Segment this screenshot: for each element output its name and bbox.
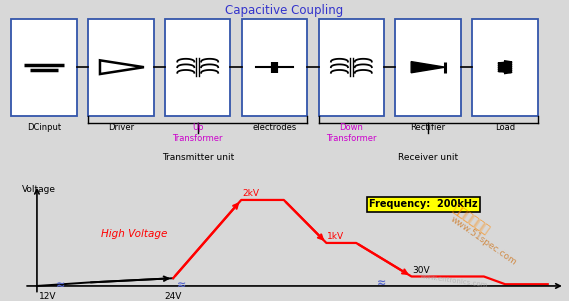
Text: 1kV: 1kV (327, 232, 344, 241)
Text: electrodes: electrodes (253, 123, 296, 132)
FancyBboxPatch shape (395, 19, 461, 116)
Text: Receiver unit: Receiver unit (398, 153, 458, 162)
FancyBboxPatch shape (472, 19, 538, 116)
Text: 环球电气之家: 环球电气之家 (450, 202, 492, 237)
Text: Rectifier: Rectifier (411, 123, 446, 132)
Text: 12V: 12V (39, 292, 56, 301)
Text: ≈: ≈ (177, 280, 187, 290)
Text: ≈: ≈ (56, 280, 65, 290)
Text: ≈: ≈ (377, 278, 386, 288)
Text: 2kV: 2kV (242, 189, 259, 198)
Text: www.entronics.com: www.entronics.com (420, 273, 488, 289)
Text: Down
Transformer: Down Transformer (326, 123, 377, 143)
FancyBboxPatch shape (88, 19, 154, 116)
Polygon shape (411, 62, 445, 73)
Text: 30V: 30V (413, 266, 430, 275)
Text: Driver: Driver (108, 123, 134, 132)
Text: 24V: 24V (164, 292, 182, 301)
Text: High Voltage: High Voltage (101, 229, 167, 239)
Text: Up
Transformer: Up Transformer (172, 123, 223, 143)
Text: www.51spec.com: www.51spec.com (449, 215, 519, 267)
FancyBboxPatch shape (242, 19, 307, 116)
Text: Frequency:  200kHz: Frequency: 200kHz (369, 199, 477, 209)
Text: Transmitter unit: Transmitter unit (162, 153, 234, 162)
Text: Load: Load (495, 123, 515, 132)
FancyBboxPatch shape (319, 19, 384, 116)
Text: Voltage: Voltage (22, 185, 56, 194)
FancyBboxPatch shape (11, 19, 77, 116)
Text: Capacitive Coupling: Capacitive Coupling (225, 4, 344, 17)
Text: DCinput: DCinput (27, 123, 61, 132)
FancyBboxPatch shape (165, 19, 230, 116)
